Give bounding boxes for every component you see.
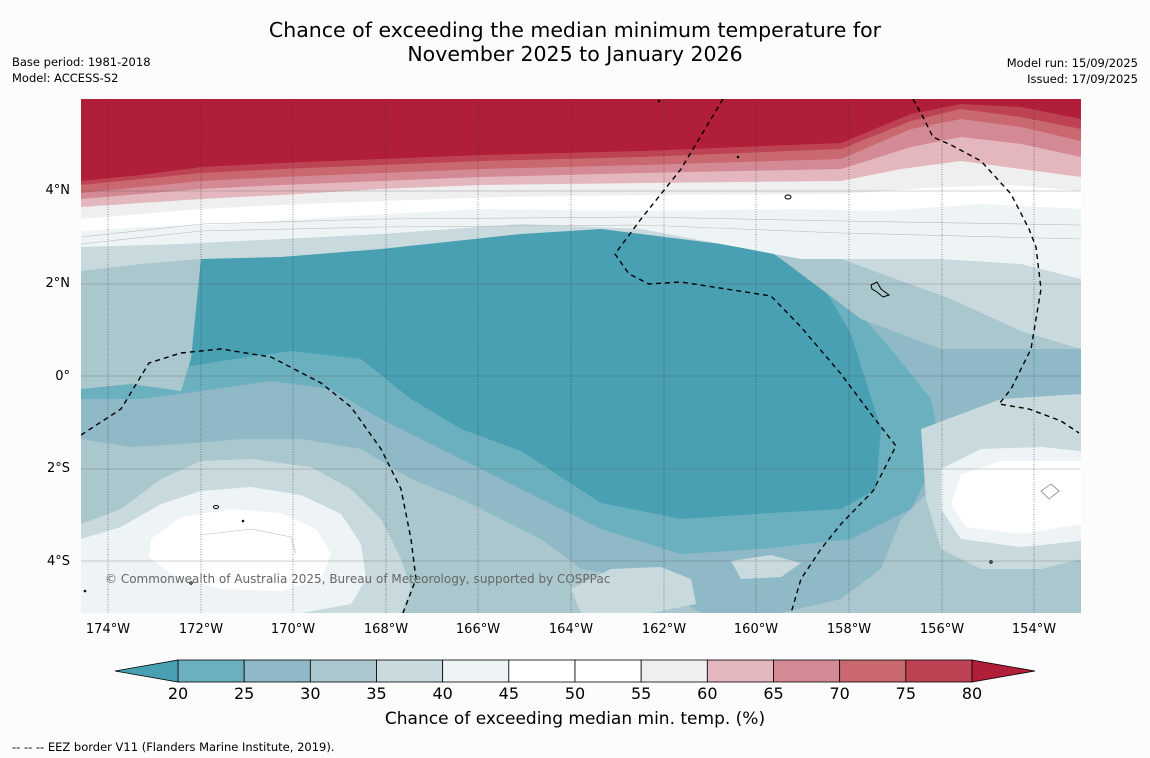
lon-label-174w: 174°W [85,622,131,637]
lon-label-166w: 166°W [455,622,501,637]
pocket-south-west-45-50 [149,509,331,591]
colorbar-box [309,659,377,683]
contour-lines [81,216,1081,555]
title-line-1: Chance of exceeding the median minimum t… [268,18,882,42]
colorbar-tick-label: 60 [697,684,718,703]
issued-date: Issued: 17/09/2025 [1027,72,1138,86]
colorbar-tick-label: 25 [233,684,255,703]
band-north-over-80 [81,99,1081,181]
colorbar-box [640,659,708,683]
colorbar-tick-label: 75 [895,684,916,703]
lon-label-158w: 158°W [826,622,872,637]
forecast-map [81,99,1081,613]
colorbar-tick-label: 55 [630,684,652,703]
lon-label-160w: 160°W [733,622,779,637]
colorbar-tick-label: 35 [366,684,387,703]
graticule-lat [81,190,1081,562]
lat-label-2s: 2°S [46,461,70,476]
colorbar-box [177,659,245,683]
eez-footnote: -- -- -- EEZ border V11 (Flanders Marine… [12,740,335,754]
pocket-south-east-45-50 [951,461,1081,534]
colorbar-tick-label: 50 [564,684,586,703]
colorbar-box [839,659,907,683]
copyright-text: © Commonwealth of Australia 2025, Bureau… [105,572,611,586]
model-run: Model run: 15/09/2025 [1006,56,1138,70]
colorbar-box [376,659,444,683]
eez-borders [81,99,1080,613]
title-line-2: November 2025 to January 2026 [407,42,743,66]
colorbar-tick-label: 65 [763,684,784,703]
colorbar-box [243,659,311,683]
pocket-south-mid-35-40 [571,567,696,613]
colorbar-box [442,659,510,683]
lat-label-2n: 2°N [45,276,71,291]
meta-left: Base period: 1981-2018 Model: ACCESS-S2 [12,54,151,86]
lat-label-4s: 4°S [46,554,70,569]
model-name: Model: ACCESS-S2 [12,71,119,85]
islands [83,99,1060,593]
lon-label-154w: 154°W [1011,622,1057,637]
colorbar-tick-label: 70 [829,684,850,703]
colorbar-box [508,659,576,683]
colorbar [114,659,1036,683]
colorbar-label: Chance of exceeding median min. temp. (%… [384,709,766,729]
lat-label-4n: 4°N [45,183,71,198]
colorbar-under-arrow [114,659,179,683]
colorbar-box [773,659,841,683]
colorbar-tick-label: 40 [432,684,453,703]
lon-label-170w: 170°W [270,622,316,637]
colorbar-tick-label: 45 [498,684,519,703]
colorbar-boxes [177,659,973,683]
lon-label-156w: 156°W [919,622,965,637]
meta-right: Model run: 15/09/2025 Issued: 17/09/2025 [1007,55,1138,87]
lon-label-172w: 172°W [178,622,224,637]
lon-label-168w: 168°W [363,622,409,637]
colorbar-tick-label: 30 [300,684,321,703]
lon-label-162w: 162°W [641,622,687,637]
colorbar-over-arrow [971,659,1036,683]
lon-label-164w: 164°W [548,622,594,637]
lat-label-0: 0° [55,369,70,384]
colorbar-box [574,659,642,683]
colorbar-box [905,659,973,683]
map-title: Chance of exceeding the median minimum t… [0,18,1150,66]
colorbar-tick-label: 20 [167,684,189,703]
colorbar-tick-label: 80 [961,684,983,703]
graticule-lon [107,99,1035,613]
base-period: Base period: 1981-2018 [12,55,151,69]
colorbar-box [706,659,774,683]
